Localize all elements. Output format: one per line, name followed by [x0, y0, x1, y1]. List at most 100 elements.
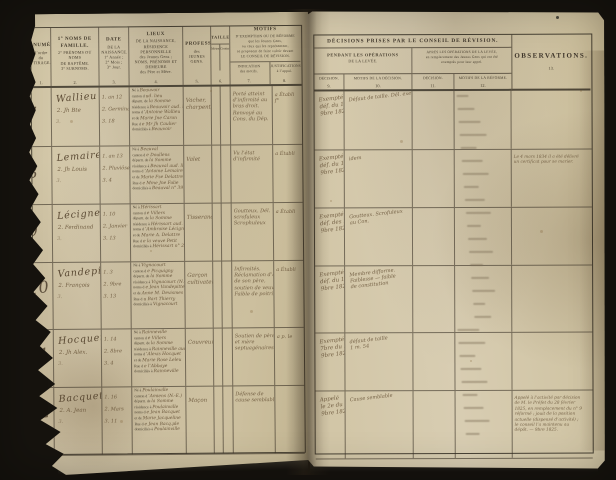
birthdate-entry: 2. Janvier	[102, 223, 128, 230]
birthdate-entry: 3. 18	[101, 118, 115, 125]
motifs-entry: Faible de poitrine	[234, 290, 275, 298]
register-row: 12 Bacquet 2. A. Jean 3. 1. 16 2. Mars 3. 11 Né…	[34, 386, 305, 456]
motifs-decision-block: défaut de taille 1 m. 54	[349, 333, 411, 352]
given-name-script: 2. Jh Louis	[57, 166, 87, 173]
surnom-script: 3.	[58, 418, 64, 425]
numero-cell: 9	[33, 205, 53, 262]
surnom-script: 3.	[56, 177, 62, 184]
header-label: DÉCISION.	[422, 76, 443, 81]
header-label: NOMS, PRÉNOMS ET DEMEURE	[134, 58, 178, 70]
decision-apres-cell	[413, 208, 455, 265]
decision-levee-cell: Exempté déf. des 1er 9bre 1824	[315, 208, 345, 265]
header-label: des Père et Mère.	[140, 68, 172, 75]
motifs-indication-cell: Défense de cause semblable	[233, 386, 276, 453]
motifs-decision-cell: Membre difforme. Faiblesse — faible de con…	[345, 266, 413, 332]
surname-script: Wallieu	[55, 90, 98, 105]
right-title-row: DÉCISIONS PRISES PAR LE CONSEIL DE RÉVIS…	[314, 35, 511, 49]
handwritten-entry: Beauval n° 39	[151, 186, 184, 192]
profession-entry: Tisserand	[186, 214, 214, 221]
motifs-decision-entry: Défaut de taille. Dél. exempté	[348, 91, 413, 104]
birthdate-entry: 1. an 13	[102, 153, 123, 160]
decision-block: Exempté déf. du 1er 9bre 1824	[319, 154, 344, 177]
decision-apres-cell	[412, 91, 454, 149]
motifs-indication-cell: Soutien de père et mère septuagénaires	[233, 328, 275, 385]
header-decision-apres: DÉCISION. 11.	[412, 74, 454, 89]
justification-entry: a Établi	[276, 266, 296, 274]
decision-block: Exempté déf. du 1er 9bre 1824	[319, 270, 344, 293]
taille-centim-cell	[221, 145, 231, 202]
header-motifs-pendant: MOTIFS DE LA DÉCISION. 10.	[344, 74, 412, 89]
draw-number: 11	[33, 343, 51, 366]
noms-cell: Lécigne 2. Ferdinand 3.	[53, 205, 101, 262]
birthdate-entry: 2. 8bre	[103, 348, 123, 355]
birthplace-line: domiciliés à Rainneville	[134, 369, 183, 375]
motifs-apres-cell	[454, 91, 511, 149]
birthplace-line: domiciliés à Beauvoir	[132, 127, 181, 133]
birthdate-entry: 2. 9bre	[103, 281, 122, 288]
column-number: 9.	[327, 83, 331, 89]
foxing-spot	[400, 140, 403, 143]
header-numero: NUMÉRO d’ordre du TIRAGE. 1.	[31, 28, 52, 86]
birthdate-entry: 2. Mars	[104, 406, 124, 413]
foxing-spot	[470, 360, 472, 362]
motifs-decision-block: idem	[349, 150, 410, 162]
handwritten-entry: Poulainville	[154, 427, 180, 433]
decision-entry: 9bre 1824	[320, 350, 346, 360]
header-motifs: MOTIFS D’EXEMPTION OU DE RÉFORME que les J…	[230, 26, 301, 85]
date-cell: 1. 16 2. Mars 3. 11	[102, 387, 133, 454]
foxing-spot	[330, 200, 332, 202]
decision-apres-cell	[413, 266, 455, 332]
column-number: 13.	[548, 66, 555, 72]
motifs-subcolumns: INDICATION des motifs. 7. JUSTIFICATIONS à l…	[230, 61, 301, 85]
register-row-decisions: Exempté déf. du 1er 9bre 1824 Défaut de tai…	[314, 91, 591, 151]
birthdate-entry: 2. Germinal	[101, 106, 131, 113]
surnom-script: 3.	[56, 235, 62, 242]
header-professions: PROFESSIONS des JEUNES GENS. 5.	[183, 27, 212, 85]
draw-number: 7	[31, 103, 39, 124]
taille-centim-cell	[223, 386, 234, 453]
column-number: 5.	[195, 78, 199, 84]
column-number: 12.	[480, 82, 486, 88]
foxing-spot	[120, 420, 123, 423]
draw-number: 12	[34, 401, 51, 424]
motifs-indication-cell: Porté atteint d’infirmité au bras droit. Re…	[231, 86, 274, 144]
taille-subcolumns: Mètre. Centim.	[211, 43, 229, 70]
given-name-script: 2. A. Jean	[59, 407, 87, 414]
surname-script: Hocquet	[57, 332, 103, 347]
birthdate-entry: 1. 14	[103, 336, 117, 343]
profession-cell: Couvreur	[186, 329, 214, 386]
motifs-entry: cause semblable	[235, 397, 276, 404]
header-label: 1° NOMS DE FAMILLE.	[57, 36, 92, 49]
justifications-cell: a Établi	[274, 261, 303, 327]
profession-cell: Vacher, charpentier	[184, 87, 213, 145]
noms-cell: Hocquet 2. Jh Alex. 3.	[54, 330, 102, 387]
header-taille: TAILLE. Mètre. Centim. 6.	[211, 26, 231, 84]
header-label: exemptés pour leur appel.	[441, 59, 483, 65]
printed-field-label: domiciliés à	[132, 244, 152, 249]
decision-block: Exempté déf. du 1er 9bre 1824	[318, 95, 343, 118]
column-number: 11.	[430, 83, 436, 89]
column-number: 10.	[375, 83, 381, 89]
date-cell: 1. 10 2. Janvier 3. 13	[101, 204, 131, 261]
birthplace-line: domiciliés à Vignacourt	[134, 302, 183, 308]
motifs-apres-cell	[455, 333, 512, 390]
decision-levee-cell: Exempté déf. du 1er 9bre 1824	[315, 150, 345, 207]
header-decision-pendant: DÉCISION. 9.	[314, 74, 344, 89]
draw-number: 8	[32, 162, 39, 183]
motifs-apres-cell	[455, 150, 512, 207]
numero-cell: 11	[34, 330, 54, 387]
justification-entry: a p. le	[276, 333, 293, 341]
register-row: 10 Vandepitte 2. François 3. 1. 3 2. 9bre 3. 1…	[33, 261, 304, 330]
motifs-apres-cell	[455, 266, 512, 332]
foxing-spot	[250, 310, 253, 313]
header-label: TIRAGE.	[33, 59, 51, 65]
header-label: MOTIFS DE LA RÉFORME.	[458, 76, 508, 81]
birthdate-entry: 1. 10	[102, 211, 116, 218]
printed-field-label: domiciliés à	[133, 302, 152, 307]
justification-entry: a Établi	[275, 208, 296, 216]
motifs-apres-cell	[455, 208, 512, 265]
taille-centim-cell	[223, 328, 233, 385]
taille-metre-cell	[213, 204, 222, 261]
